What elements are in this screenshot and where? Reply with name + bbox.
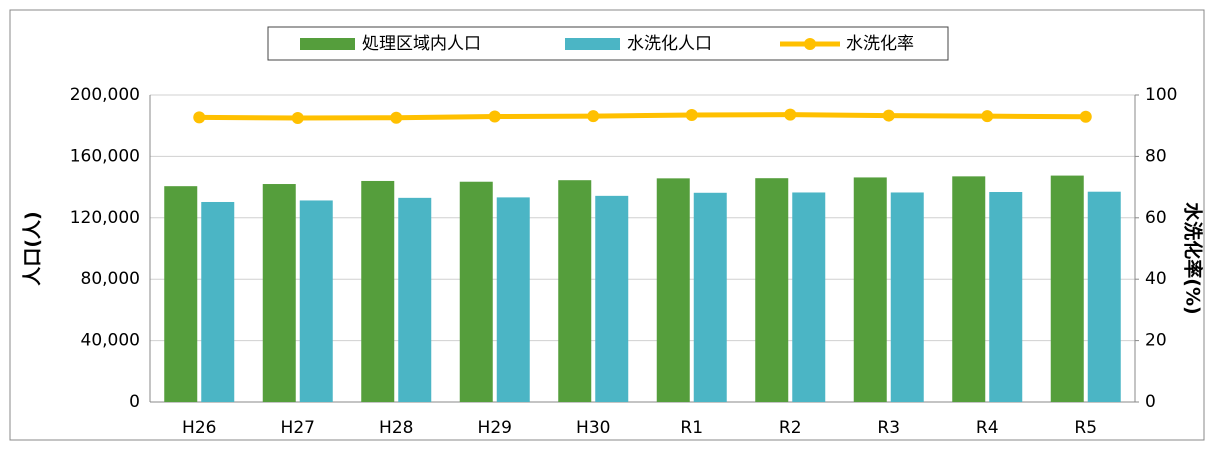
bar xyxy=(398,197,432,402)
bar xyxy=(459,181,493,402)
bar xyxy=(558,180,592,402)
line-marker xyxy=(193,111,206,124)
legend-swatch xyxy=(565,38,620,50)
y2-tick-label: 0 xyxy=(1145,392,1156,412)
x-tick-label: R4 xyxy=(976,418,999,438)
line-marker xyxy=(882,109,895,122)
line-marker xyxy=(981,110,994,123)
x-tick-label: R2 xyxy=(779,418,802,438)
bar xyxy=(853,177,887,402)
bar xyxy=(1050,175,1084,402)
line xyxy=(199,112,1086,121)
line-marker xyxy=(685,108,698,121)
line-marker xyxy=(488,110,501,123)
y-tick-label: 80,000 xyxy=(81,269,140,289)
line-marker xyxy=(1079,110,1092,123)
bar xyxy=(989,192,1023,402)
line-marker xyxy=(784,108,797,121)
bar xyxy=(693,192,727,402)
y-tick-label: 120,000 xyxy=(70,208,140,228)
bar xyxy=(656,178,690,402)
bar xyxy=(890,192,924,402)
bar xyxy=(755,178,789,402)
y2-tick-label: 40 xyxy=(1145,269,1167,289)
bar xyxy=(1087,191,1121,402)
line-marker xyxy=(390,111,403,124)
bar xyxy=(792,192,826,402)
y2-axis-title: 水洗化率(%) xyxy=(1182,202,1205,314)
bar xyxy=(262,184,296,402)
legend-label: 水洗化率 xyxy=(846,34,914,54)
y-tick-label: 40,000 xyxy=(81,331,140,351)
y-tick-label: 0 xyxy=(129,392,140,412)
x-tick-label: H29 xyxy=(478,418,512,438)
x-tick-label: H27 xyxy=(281,418,315,438)
y-tick-label: 200,000 xyxy=(70,85,140,105)
x-tick-label: H30 xyxy=(576,418,610,438)
y2-tick-label: 60 xyxy=(1145,208,1167,228)
bar xyxy=(299,200,333,402)
y2-tick-label: 80 xyxy=(1145,146,1167,166)
y-axis-title: 人口(人) xyxy=(22,211,44,285)
y2-tick-label: 100 xyxy=(1145,85,1177,105)
x-tick-label: H28 xyxy=(379,418,413,438)
legend-marker xyxy=(804,38,816,50)
line-marker xyxy=(587,110,600,123)
bar xyxy=(361,180,395,402)
bar xyxy=(595,195,629,402)
line-marker xyxy=(291,112,304,125)
bar xyxy=(952,176,986,402)
bar xyxy=(164,186,198,402)
legend-swatch xyxy=(300,38,355,50)
x-tick-label: H26 xyxy=(182,418,216,438)
x-tick-label: R5 xyxy=(1074,418,1097,438)
legend-label: 処理区域内人口 xyxy=(362,34,481,54)
y-tick-label: 160,000 xyxy=(70,146,140,166)
x-tick-label: R1 xyxy=(680,418,703,438)
bar xyxy=(201,201,235,402)
bar xyxy=(496,197,530,402)
x-tick-label: R3 xyxy=(877,418,900,438)
legend-label: 水洗化人口 xyxy=(627,34,712,54)
y2-tick-label: 20 xyxy=(1145,331,1167,351)
